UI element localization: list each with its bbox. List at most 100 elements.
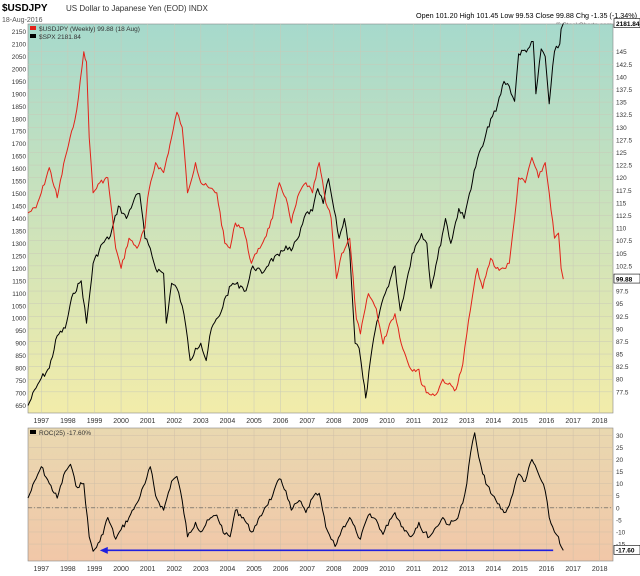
x-tick-label: 2018 — [592, 418, 608, 425]
x-tick-label: 2018 — [592, 566, 608, 573]
y-tick-label-left: 650 — [15, 403, 26, 410]
roc-last-value: -17.60 — [613, 545, 640, 555]
legend-swatch-roc — [30, 430, 36, 434]
spx-last-value-text: 2181.84 — [616, 21, 640, 28]
legend-label-usdjpy: $USDJPY (Weekly) 99.88 (18 Aug) — [39, 26, 140, 33]
x-tick-label: 2010 — [379, 418, 395, 425]
main-legend: $USDJPY (Weekly) 99.88 (18 Aug)$SPX 2181… — [30, 26, 140, 41]
x-tick-label: 2012 — [432, 418, 448, 425]
y-tick-label-left: 1600 — [12, 166, 27, 173]
y-tick-label-right: 122.5 — [616, 163, 632, 170]
y-tick-label-left: 1900 — [12, 91, 27, 98]
y-tick-label-left: 2100 — [12, 41, 27, 48]
y-tick-label-left: 1100 — [12, 291, 26, 298]
x-tick-label: 2003 — [193, 418, 209, 425]
x-tick-label: 2002 — [166, 418, 182, 425]
x-tick-label: 2006 — [273, 418, 289, 425]
y-tick-label-right: 137.5 — [616, 87, 632, 94]
x-tick-label: 2000 — [113, 418, 129, 425]
x-tick-label: 2008 — [326, 566, 342, 573]
x-tick-label: 2007 — [299, 566, 315, 573]
legend-label-roc: ROC(25) -17.60% — [39, 430, 91, 437]
x-tick-label: 2006 — [273, 566, 289, 573]
y-tick-label-right: 82.5 — [616, 364, 629, 371]
y-tick-label-left: 900 — [15, 341, 26, 348]
x-tick-label: 2009 — [353, 566, 369, 573]
y-tick-label-left: 850 — [15, 353, 26, 360]
y-tick-label-left: 1750 — [12, 129, 27, 136]
y-tick-label-left: 1500 — [12, 191, 27, 198]
y-tick-label-right: 107.5 — [616, 238, 632, 245]
blue-arrow-head — [99, 546, 108, 554]
y-tick-label-left: 1350 — [12, 228, 27, 235]
y-tick-label-right: 25 — [616, 445, 624, 452]
x-tick-label: 2009 — [353, 418, 369, 425]
y-tick-label-right: 5 — [616, 493, 620, 500]
y-tick-label-left: 1150 — [12, 278, 26, 285]
y-tick-label-right: 0 — [616, 505, 620, 512]
chart-symbol: $USDJPY — [2, 3, 48, 14]
y-tick-label-right: 120 — [616, 175, 627, 182]
y-tick-label-right: 20 — [616, 457, 624, 464]
x-tick-label: 2001 — [140, 418, 156, 425]
roc-x-axis: 1997 1998 1999 2000 2001 2002 2003 2004 2005 2006… — [34, 566, 608, 573]
legend-swatch-usdjpy — [30, 26, 36, 30]
y-tick-label-right: 112.5 — [616, 213, 632, 220]
y-tick-label-left: 1800 — [12, 116, 27, 123]
y-tick-label-left: 1700 — [12, 141, 27, 148]
x-tick-label: 2014 — [486, 418, 502, 425]
y-tick-label-right: 105 — [616, 251, 627, 258]
legend-label-spx: $SPX 2181.84 — [39, 34, 81, 41]
usdjpy-last-value-box — [613, 273, 640, 284]
chart-description: US Dollar to Japanese Yen (EOD) INDX — [66, 4, 209, 13]
y-tick-label-right: 77.5 — [616, 389, 629, 396]
spx-last-value-box — [613, 18, 640, 28]
x-tick-label: 1997 — [34, 566, 50, 573]
y-tick-label-left: 1650 — [12, 154, 27, 161]
y-tick-label-right: 117.5 — [616, 188, 632, 195]
x-tick-label: 2017 — [565, 418, 581, 425]
x-tick-label: 2008 — [326, 418, 342, 425]
legend-swatch-spx — [30, 34, 36, 38]
roc-last-value-text: -17.60 — [616, 548, 635, 555]
x-tick-label: 2017 — [565, 566, 581, 573]
x-tick-label: 2003 — [193, 566, 209, 573]
x-tick-label: 1998 — [60, 418, 76, 425]
y-tick-label-left: 950 — [15, 328, 26, 335]
y-tick-label-left: 700 — [15, 391, 26, 398]
roc-legend: ROC(25) -17.60% — [30, 430, 91, 437]
x-tick-label: 2005 — [246, 566, 262, 573]
x-tick-label: 2012 — [432, 566, 448, 573]
y-tick-label-right: 145 — [616, 49, 627, 56]
y-tick-label-left: 2150 — [12, 29, 27, 36]
x-tick-label: 2007 — [299, 418, 315, 425]
main-panel-background — [27, 23, 614, 414]
y-tick-label-right: 90 — [616, 326, 624, 333]
main-left-axis: 650 700 750 800 850 900 950 1000 1050 1100 1150 120… — [12, 29, 27, 410]
x-tick-label: 2016 — [539, 418, 555, 425]
y-tick-label-right: -5 — [616, 517, 622, 524]
usdjpy-last-value-text: 99.88 — [616, 276, 633, 283]
y-tick-label-right: 127.5 — [616, 137, 632, 144]
y-tick-label-right: 140 — [616, 74, 627, 81]
x-tick-label: 2011 — [406, 566, 421, 573]
y-tick-label-right: 110 — [616, 226, 627, 233]
x-tick-label: 2004 — [220, 566, 236, 573]
y-tick-label-left: 1000 — [12, 316, 27, 323]
roc-series-group: -17.60 — [27, 432, 640, 555]
x-tick-label: 1998 — [60, 566, 76, 573]
x-tick-label: 2000 — [113, 566, 129, 573]
y-tick-label-right: 95 — [616, 301, 624, 308]
y-tick-label-right: -10 — [616, 529, 626, 536]
usdjpy-last-value: 99.88 — [613, 273, 640, 284]
y-tick-label-left: 1550 — [12, 179, 27, 186]
y-tick-label-right: 92.5 — [616, 314, 629, 321]
y-tick-label-right: 125 — [616, 150, 627, 157]
y-tick-label-right: 132.5 — [616, 112, 632, 119]
y-tick-label-left: 1850 — [12, 104, 27, 111]
y-tick-label-left: 2050 — [12, 54, 27, 61]
main-grid — [28, 24, 613, 413]
x-tick-label: 1999 — [87, 566, 103, 573]
x-tick-label: 2016 — [539, 566, 555, 573]
x-tick-label: 2001 — [140, 566, 156, 573]
